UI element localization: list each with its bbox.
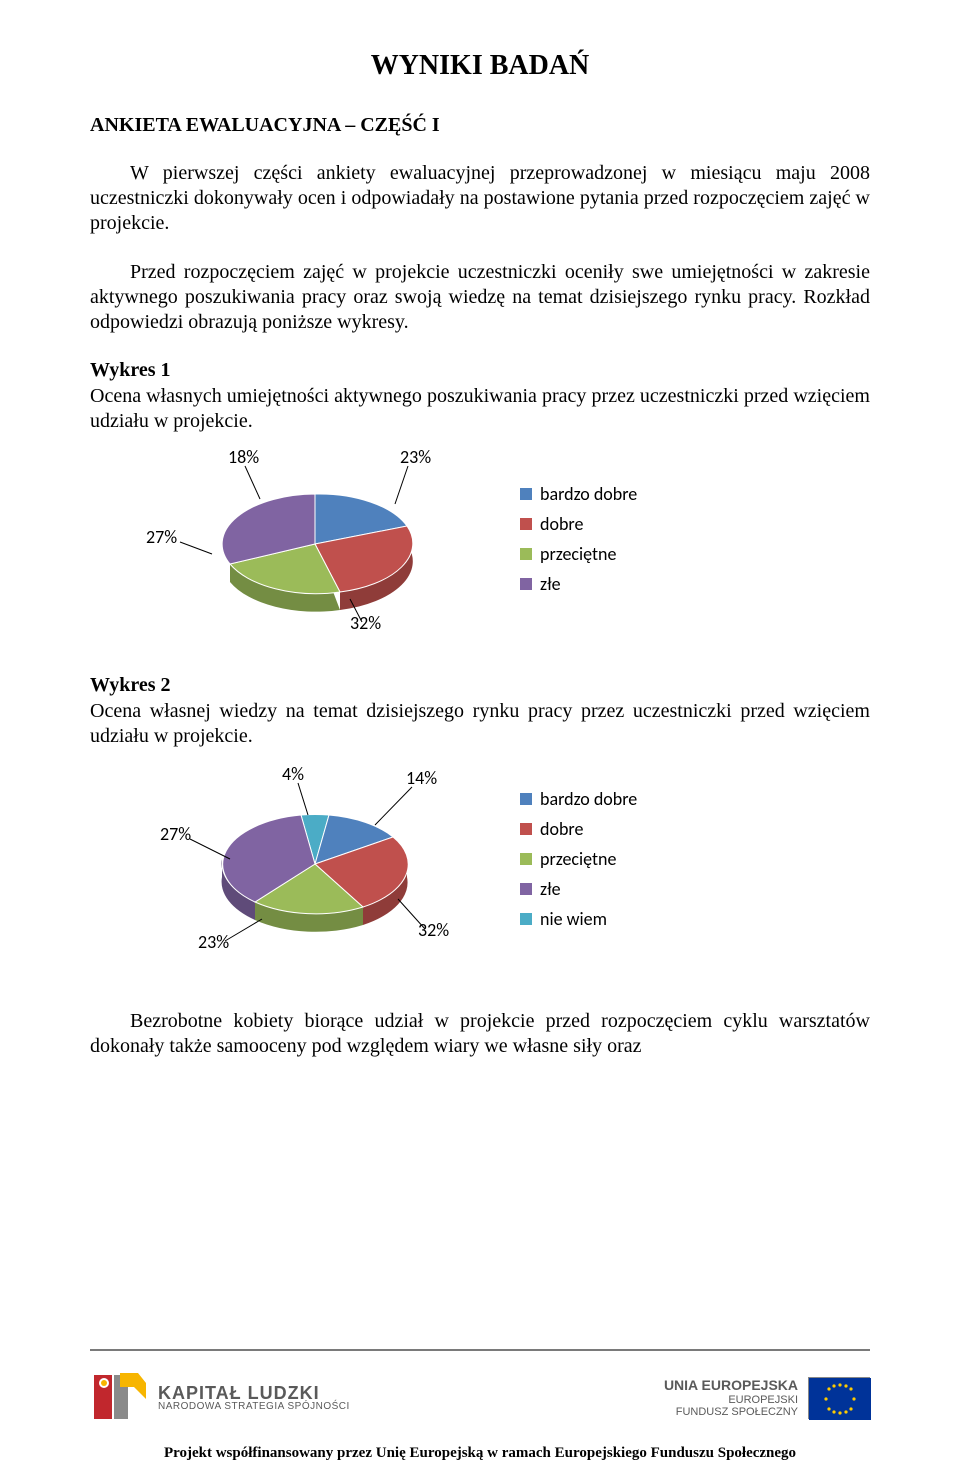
legend-item: dobre (520, 818, 637, 840)
legend-item: przeciętne (520, 848, 637, 870)
swatch-icon (520, 823, 532, 835)
page: WYNIKI BADAŃ ANKIETA EWALUACYJNA – CZĘŚĆ… (0, 0, 960, 1482)
eu-flag-icon (808, 1377, 870, 1419)
eu-title: UNIA EUROPEJSKA (664, 1378, 798, 1393)
chart1-pct-18: 18% (228, 446, 259, 468)
logo-kapital-ludzki: KAPITAŁ LUDZKI NARODOWA STRATEGIA SPÓJNO… (90, 1369, 350, 1427)
logo-eu: UNIA EUROPEJSKA EUROPEJSKI FUNDUSZ SPOŁE… (664, 1377, 870, 1419)
chart1-pct-32: 32% (350, 612, 381, 634)
footer-divider (90, 1349, 870, 1351)
swatch-icon (520, 913, 532, 925)
paragraph-3: Bezrobotne kobiety biorące udział w proj… (90, 1009, 870, 1059)
legend-label: przeciętne (540, 848, 616, 870)
kl-subtitle: NARODOWA STRATEGIA SPÓJNOŚCI (158, 1402, 350, 1412)
legend-item: bardzo dobre (520, 788, 637, 810)
legend-item: dobre (520, 513, 637, 535)
chart2-legend: bardzo dobre dobre przeciętne złe nie wi… (520, 788, 637, 930)
kl-title: KAPITAŁ LUDZKI (158, 1384, 350, 1402)
eu-line2: FUNDUSZ SPOŁECZNY (676, 1406, 798, 1418)
legend-label: bardzo dobre (540, 483, 637, 505)
page-title: WYNIKI BADAŃ (90, 50, 870, 82)
chart1-pct-27: 27% (146, 526, 177, 548)
swatch-icon (520, 853, 532, 865)
chart1-pct-23: 23% (400, 446, 431, 468)
paragraph-1: W pierwszej części ankiety ewaluacyjnej … (90, 161, 870, 236)
chart2-heading: Wykres 2 (90, 674, 870, 697)
legend-label: dobre (540, 818, 583, 840)
chart2-row: 4% 14% 27% 23% 32% bardzo dobre dobre pr… (90, 759, 870, 959)
chart2-pct-4: 4% (282, 763, 304, 785)
legend-item: bardzo dobre (520, 483, 637, 505)
kl-text: KAPITAŁ LUDZKI NARODOWA STRATEGIA SPÓJNO… (158, 1384, 350, 1412)
chart2-pct-23: 23% (198, 931, 229, 953)
chart2-caption: Ocena własnej wiedzy na temat dzisiejsze… (90, 699, 870, 749)
legend-label: złe (540, 573, 561, 595)
swatch-icon (520, 518, 532, 530)
chart1-heading: Wykres 1 (90, 359, 870, 382)
paragraph-2: Przed rozpoczęciem zajęć w projekcie ucz… (90, 260, 870, 335)
footer-text: Projekt współfinansowany przez Unię Euro… (90, 1445, 870, 1462)
footer: KAPITAŁ LUDZKI NARODOWA STRATEGIA SPÓJNO… (0, 1341, 960, 1462)
chart2-pie: 4% 14% 27% 23% 32% (150, 759, 480, 959)
swatch-icon (520, 883, 532, 895)
swatch-icon (520, 548, 532, 560)
legend-item: złe (520, 878, 637, 900)
eu-text: UNIA EUROPEJSKA EUROPEJSKI FUNDUSZ SPOŁE… (664, 1378, 798, 1418)
chart2-pct-27: 27% (160, 823, 191, 845)
legend-item: przeciętne (520, 543, 637, 565)
chart1-caption: Ocena własnych umiejętności aktywnego po… (90, 384, 870, 434)
swatch-icon (520, 488, 532, 500)
swatch-icon (520, 793, 532, 805)
legend-label: złe (540, 878, 561, 900)
section-subtitle: ANKIETA EWALUACYJNA – CZĘŚĆ I (90, 114, 870, 137)
chart2-pct-32: 32% (418, 919, 449, 941)
chart2-pct-14: 14% (406, 767, 437, 789)
legend-item: nie wiem (520, 908, 637, 930)
legend-label: przeciętne (540, 543, 616, 565)
chart1-pie: 18% 23% 27% 32% (150, 444, 480, 634)
chart1-legend: bardzo dobre dobre przeciętne złe (520, 483, 637, 595)
legend-label: nie wiem (540, 908, 607, 930)
chart1-row: 18% 23% 27% 32% bardzo dobre dobre przec… (90, 444, 870, 634)
legend-item: złe (520, 573, 637, 595)
legend-label: dobre (540, 513, 583, 535)
footer-logos: KAPITAŁ LUDZKI NARODOWA STRATEGIA SPÓJNO… (90, 1369, 870, 1427)
eu-line1: EUROPEJSKI (728, 1394, 798, 1406)
legend-label: bardzo dobre (540, 788, 637, 810)
pie-chart-1-icon (150, 444, 480, 634)
kl-mark-icon (90, 1369, 148, 1427)
swatch-icon (520, 578, 532, 590)
